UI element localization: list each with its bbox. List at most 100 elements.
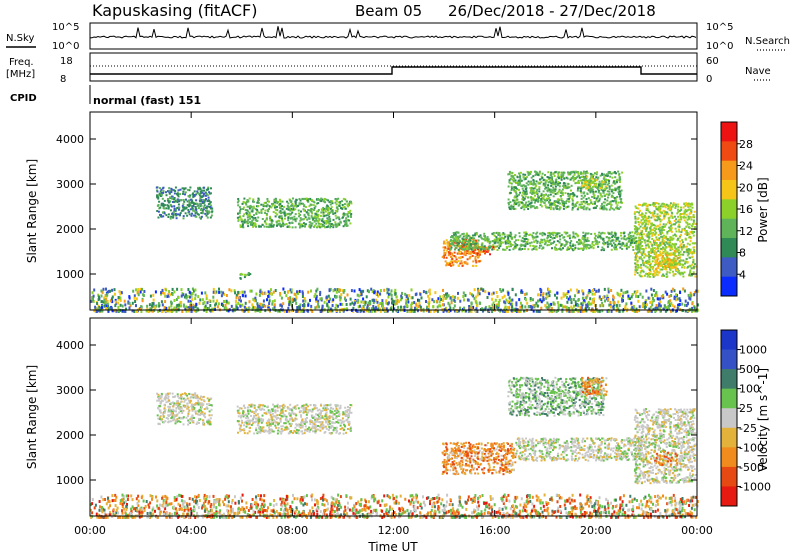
data-cell [451, 235, 454, 238]
data-cell [519, 175, 521, 178]
data-cell [257, 200, 259, 202]
data-cell [571, 202, 574, 205]
data-cell [632, 249, 635, 251]
data-cell [459, 257, 462, 260]
data-cell [360, 290, 363, 294]
data-cell [544, 179, 547, 182]
data-cell [296, 290, 298, 294]
data-cell [285, 294, 288, 298]
data-cell [596, 196, 599, 199]
data-cell [309, 225, 312, 228]
data-cell [478, 247, 481, 250]
freq-tick-high: 18 [60, 56, 73, 67]
data-cell [568, 196, 571, 199]
data-cell [476, 243, 479, 246]
data-cell [200, 189, 203, 192]
data-cell [548, 243, 551, 246]
data-cell [661, 266, 664, 268]
data-cell [636, 248, 639, 251]
data-cell [552, 234, 555, 237]
data-cell [450, 236, 452, 239]
data-cell [369, 309, 372, 313]
data-cell [538, 246, 541, 249]
data-cell [526, 170, 529, 173]
data-cell [170, 205, 173, 208]
data-cell [394, 299, 397, 303]
data-cell [566, 249, 569, 251]
data-cell [552, 231, 555, 234]
data-cell [240, 299, 242, 303]
data-cell [341, 302, 344, 306]
data-cell [569, 244, 572, 247]
data-cell [270, 206, 273, 209]
data-cell [585, 309, 588, 313]
data-cell [474, 309, 477, 313]
data-cell [524, 235, 527, 238]
data-cell [647, 203, 650, 206]
data-cell [182, 209, 185, 212]
data-cell [608, 186, 611, 189]
data-cell [576, 288, 579, 292]
data-cell [100, 294, 103, 298]
data-cell [290, 207, 292, 210]
data-cell [673, 305, 676, 309]
data-cell [662, 261, 665, 264]
data-cell [632, 234, 635, 237]
data-cell [662, 273, 665, 276]
data-cell [299, 213, 302, 216]
data-cell [316, 202, 318, 205]
data-cell [246, 199, 249, 202]
data-cell [498, 239, 501, 242]
data-cell [486, 251, 489, 253]
data-cell [645, 272, 648, 275]
data-cell [691, 242, 694, 245]
data-cell [520, 179, 523, 182]
data-cell [652, 307, 655, 311]
data-cell [183, 206, 186, 209]
data-cell [570, 170, 573, 173]
data-cell [617, 170, 620, 173]
data-cell [184, 187, 187, 190]
data-cell [166, 294, 169, 298]
data-cell [474, 244, 477, 247]
data-cell [656, 306, 659, 310]
data-cell [332, 224, 335, 227]
data-cell [542, 247, 545, 250]
data-cell [539, 244, 542, 247]
data-cell [640, 229, 643, 232]
data-cell [579, 239, 582, 242]
data-cell [562, 292, 565, 296]
data-cell [249, 289, 252, 293]
data-cell [656, 219, 659, 222]
data-cell [644, 202, 647, 205]
data-cell [554, 183, 557, 186]
data-cell [634, 221, 637, 224]
data-cell [162, 215, 165, 218]
data-cell [254, 217, 257, 219]
freq-tick-low: 8 [60, 74, 66, 85]
data-cell [198, 203, 201, 206]
data-cell [670, 208, 673, 210]
data-cell [573, 173, 576, 176]
data-cell [217, 302, 220, 306]
data-cell [646, 272, 649, 275]
data-cell [650, 293, 653, 297]
data-cell [519, 174, 521, 177]
data-cell [680, 218, 683, 221]
data-cell [515, 193, 518, 196]
data-cell [575, 177, 577, 180]
data-cell [517, 204, 520, 207]
data-cell [612, 234, 615, 237]
data-cell [197, 188, 200, 191]
data-cell [280, 215, 283, 218]
data-cell [670, 294, 673, 297]
data-cell [659, 233, 662, 235]
data-cell [547, 201, 550, 203]
data-cell [316, 219, 318, 222]
data-cell [311, 199, 313, 202]
data-cell [495, 291, 498, 294]
data-cell [640, 263, 643, 266]
data-cell [663, 215, 666, 218]
data-cell [654, 250, 657, 253]
data-cell [586, 305, 589, 309]
